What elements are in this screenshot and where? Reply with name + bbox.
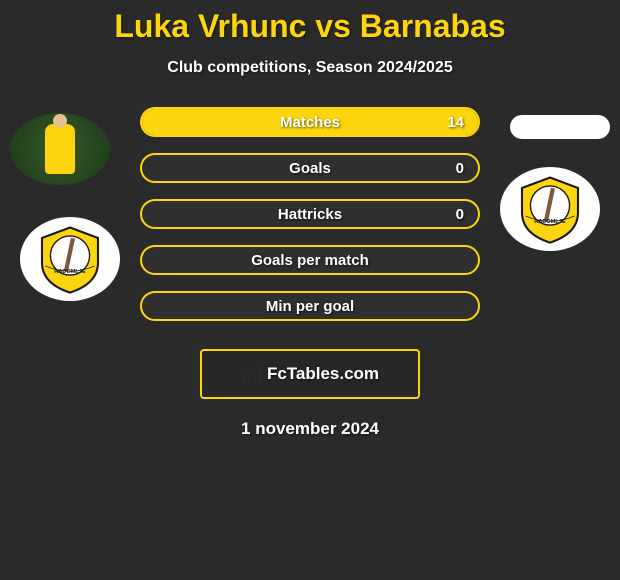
player-photo-left xyxy=(10,113,110,185)
stat-label: Goals xyxy=(289,160,331,177)
stat-row-goals: Goals 0 xyxy=(140,153,480,183)
stat-row-matches: Matches 14 xyxy=(140,107,480,137)
crest-icon: RADOMLJE xyxy=(515,174,585,244)
stat-label: Matches xyxy=(280,114,340,131)
crest-text: RADOMLJE xyxy=(54,269,86,275)
stat-row-mpg: Min per goal xyxy=(140,291,480,321)
date-text: 1 november 2024 xyxy=(0,419,620,439)
stats-container: Matches 14 Goals 0 Hattricks 0 Goals per… xyxy=(140,107,480,321)
page-title: Luka Vrhunc vs Barnabas xyxy=(0,0,620,45)
stat-row-hattricks: Hattricks 0 xyxy=(140,199,480,229)
watermark: FcTables.com xyxy=(200,349,420,399)
stat-value: 0 xyxy=(456,206,464,223)
stat-label: Goals per match xyxy=(251,252,369,269)
stat-value: 0 xyxy=(456,160,464,177)
player-photo-right xyxy=(510,115,610,139)
crest-text: RADOMLJE xyxy=(534,219,566,225)
player-figure-icon xyxy=(45,124,75,174)
bars-icon xyxy=(241,365,263,383)
page-subtitle: Club competitions, Season 2024/2025 xyxy=(0,59,620,77)
club-crest-right: RADOMLJE xyxy=(500,167,600,251)
stat-value: 14 xyxy=(447,114,464,131)
stat-label: Min per goal xyxy=(266,298,354,315)
content-area: RADOMLJE RADOMLJE Matches 14 Goals 0 xyxy=(0,107,620,439)
stat-label: Hattricks xyxy=(278,206,342,223)
crest-icon: RADOMLJE xyxy=(35,224,105,294)
watermark-text: FcTables.com xyxy=(267,364,379,384)
stat-row-gpm: Goals per match xyxy=(140,245,480,275)
club-crest-left: RADOMLJE xyxy=(20,217,120,301)
